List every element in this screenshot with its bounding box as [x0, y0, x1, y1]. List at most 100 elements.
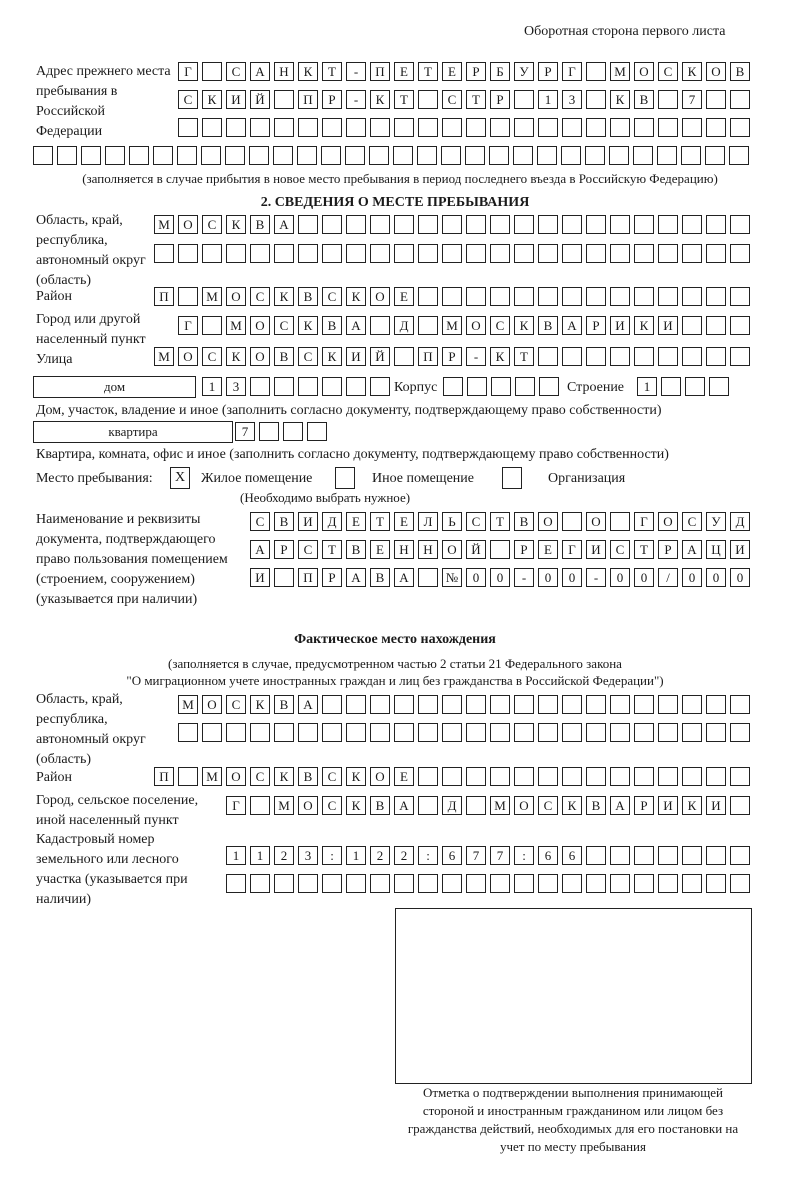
char-cell[interactable]: Т [322, 62, 342, 81]
char-cell[interactable]: - [586, 568, 606, 587]
char-cell[interactable] [298, 244, 318, 263]
char-cell[interactable]: В [586, 796, 606, 815]
char-cell[interactable]: - [346, 62, 366, 81]
char-cell[interactable] [129, 146, 149, 165]
char-cell[interactable] [610, 767, 630, 786]
char-cell[interactable] [394, 215, 414, 234]
char-cell[interactable] [346, 695, 366, 714]
char-cell[interactable] [706, 874, 726, 893]
char-cell[interactable] [491, 377, 511, 396]
char-cell[interactable] [729, 146, 749, 165]
char-cell[interactable]: И [658, 796, 678, 815]
char-cell[interactable] [514, 215, 534, 234]
char-cell[interactable]: Р [634, 796, 654, 815]
char-cell[interactable] [658, 723, 678, 742]
char-cell[interactable] [466, 723, 486, 742]
char-cell[interactable]: Й [250, 90, 270, 109]
char-cell[interactable] [370, 316, 390, 335]
char-cell[interactable] [202, 118, 222, 137]
char-cell[interactable]: Р [538, 62, 558, 81]
char-cell[interactable] [442, 215, 462, 234]
char-cell[interactable] [394, 695, 414, 714]
char-cell[interactable] [610, 695, 630, 714]
char-cell[interactable]: М [202, 287, 222, 306]
char-cell[interactable]: В [346, 540, 366, 559]
char-cell[interactable] [562, 118, 582, 137]
char-cell[interactable]: Р [442, 347, 462, 366]
char-cell[interactable] [682, 215, 702, 234]
char-cell[interactable]: А [346, 316, 366, 335]
char-cell[interactable] [682, 723, 702, 742]
char-cell[interactable] [706, 244, 726, 263]
char-cell[interactable]: Д [322, 512, 342, 531]
char-cell[interactable] [202, 316, 222, 335]
char-cell[interactable]: К [634, 316, 654, 335]
char-cell[interactable] [634, 118, 654, 137]
char-cell[interactable] [274, 118, 294, 137]
char-cell[interactable] [514, 695, 534, 714]
char-cell[interactable] [514, 767, 534, 786]
char-cell[interactable] [490, 874, 510, 893]
char-cell[interactable]: 3 [562, 90, 582, 109]
char-cell[interactable]: С [442, 90, 462, 109]
char-cell[interactable]: П [370, 62, 390, 81]
char-cell[interactable]: Е [370, 540, 390, 559]
char-cell[interactable] [514, 118, 534, 137]
char-cell[interactable] [610, 874, 630, 893]
char-cell[interactable]: Т [418, 62, 438, 81]
char-cell[interactable] [490, 215, 510, 234]
char-cell[interactable] [490, 767, 510, 786]
char-cell[interactable]: К [298, 316, 318, 335]
char-cell[interactable] [730, 767, 750, 786]
char-cell[interactable] [442, 695, 462, 714]
char-cell[interactable]: М [202, 767, 222, 786]
char-cell[interactable] [539, 377, 559, 396]
char-cell[interactable]: А [274, 215, 294, 234]
char-cell[interactable] [178, 118, 198, 137]
char-cell[interactable] [394, 347, 414, 366]
char-cell[interactable] [490, 118, 510, 137]
char-cell[interactable]: Р [586, 316, 606, 335]
char-cell[interactable] [634, 244, 654, 263]
char-cell[interactable]: В [730, 62, 750, 81]
char-cell[interactable] [658, 244, 678, 263]
char-cell[interactable] [682, 118, 702, 137]
char-cell[interactable]: Е [394, 512, 414, 531]
char-cell[interactable] [538, 767, 558, 786]
char-cell[interactable]: / [658, 568, 678, 587]
char-cell[interactable] [321, 146, 341, 165]
char-cell[interactable]: К [226, 215, 246, 234]
char-cell[interactable] [259, 422, 279, 441]
char-cell[interactable] [418, 90, 438, 109]
char-cell[interactable] [274, 874, 294, 893]
char-cell[interactable] [658, 767, 678, 786]
char-cell[interactable] [442, 767, 462, 786]
char-cell[interactable] [154, 244, 174, 263]
char-cell[interactable] [634, 215, 654, 234]
char-cell[interactable]: Т [322, 540, 342, 559]
char-cell[interactable]: 0 [634, 568, 654, 587]
char-cell[interactable] [466, 874, 486, 893]
char-cell[interactable]: Й [466, 540, 486, 559]
char-cell[interactable] [418, 215, 438, 234]
char-cell[interactable]: К [274, 287, 294, 306]
char-cell[interactable] [490, 695, 510, 714]
char-cell[interactable]: А [250, 62, 270, 81]
char-cell[interactable]: С [298, 347, 318, 366]
char-cell[interactable]: 2 [394, 846, 414, 865]
char-cell[interactable] [370, 118, 390, 137]
char-cell[interactable]: С [466, 512, 486, 531]
char-cell[interactable]: И [586, 540, 606, 559]
char-cell[interactable]: О [634, 62, 654, 81]
char-cell[interactable] [586, 244, 606, 263]
char-cell[interactable]: П [298, 568, 318, 587]
char-cell[interactable] [682, 316, 702, 335]
char-cell[interactable] [443, 377, 463, 396]
char-cell[interactable]: В [298, 767, 318, 786]
char-cell[interactable]: М [442, 316, 462, 335]
char-cell[interactable]: Н [394, 540, 414, 559]
char-cell[interactable] [346, 244, 366, 263]
char-cell[interactable] [418, 287, 438, 306]
char-cell[interactable]: 1 [637, 377, 657, 396]
char-cell[interactable] [538, 874, 558, 893]
